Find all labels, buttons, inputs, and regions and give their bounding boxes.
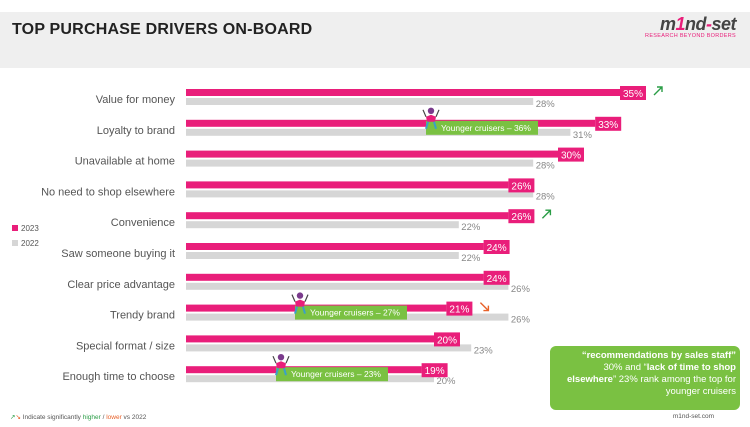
legend-label-2023: 2023 <box>21 224 39 233</box>
data-label-2023: 33% <box>598 120 618 131</box>
annotation-box <box>295 305 407 320</box>
logo-tagline: RESEARCH BEYOND BORDERS <box>645 33 736 39</box>
footnote-lower: lower <box>106 414 122 421</box>
data-label-2023-box <box>421 363 448 378</box>
annotation-label: Younger cruisers – 23% <box>291 369 381 379</box>
data-label-2023: 26% <box>511 181 531 192</box>
arrow-down-right-icon: ↘ <box>15 414 21 421</box>
arrow-up-right-icon <box>653 86 663 96</box>
data-label-2023: 19% <box>425 366 445 377</box>
data-label-2022: 22% <box>461 222 481 233</box>
bar-2023 <box>186 119 596 127</box>
logo-part: m <box>659 14 676 34</box>
callout-quote-1: “recommendations by sales staff” <box>581 350 736 361</box>
data-label-2023-box <box>446 301 473 316</box>
category-label: Value for money <box>96 94 176 106</box>
category-label: Loyalty to brand <box>97 125 175 137</box>
bar-2023 <box>186 89 620 96</box>
category-label: Special format / size <box>76 340 175 352</box>
younger-cruiser-figure-icon <box>291 292 309 314</box>
category-label: Clear price advantage <box>67 279 175 291</box>
data-label-2023: 30% <box>561 151 581 162</box>
category-label: No need to shop elsewhere <box>41 186 175 198</box>
logo-part: - <box>705 14 712 34</box>
annotation-box <box>276 367 388 382</box>
bar-2023 <box>186 150 558 158</box>
data-label-2023-box <box>483 270 510 285</box>
bar-2022 <box>186 190 534 198</box>
annotation-box <box>426 120 538 135</box>
annotation-label: Younger cruisers – 36% <box>441 123 531 133</box>
data-label-2023-box <box>558 147 584 162</box>
footnote-slash: / <box>100 414 107 421</box>
data-label-2023: 24% <box>487 243 507 254</box>
bar-2023 <box>186 273 484 281</box>
page-title: TOP PURCHASE DRIVERS ON-BOARD <box>12 21 313 38</box>
logo-part: 1 <box>675 14 685 34</box>
bar-2023 <box>186 243 484 250</box>
bar-2022 <box>186 159 534 167</box>
data-label-2023: 35% <box>623 89 643 100</box>
younger-cruiser-figure-icon <box>422 107 440 130</box>
younger-cruiser-figure-icon <box>272 354 290 376</box>
data-label-2023-box <box>434 332 460 347</box>
bar-2022 <box>186 221 459 229</box>
data-label-2023-box <box>508 178 535 193</box>
data-label-2023: 20% <box>437 335 457 346</box>
arrow-up-right-icon: ↗ <box>10 414 16 421</box>
footnote-higher: higher <box>82 414 101 421</box>
bar-2022 <box>186 128 571 136</box>
category-label: Enough time to choose <box>62 371 175 383</box>
logo-part: set <box>711 14 736 34</box>
footnote-text: Indicate significantly <box>22 414 83 421</box>
category-label: Convenience <box>111 217 175 229</box>
legend-label-2022: 2022 <box>21 239 39 248</box>
callout-box: “recommendations by sales staff” 30% and… <box>550 346 740 410</box>
category-label: Trendy brand <box>110 310 175 322</box>
callout-text: “recommendations by sales staff” 30% and… <box>566 350 736 398</box>
data-label-2023-box <box>483 240 510 254</box>
footnote: ↗↘ Indicate significantly higher / lower… <box>10 413 146 421</box>
logo-wordmark: m1nd-set <box>645 14 737 35</box>
data-label-2022: 26% <box>511 284 531 295</box>
data-label-2023: 21% <box>449 305 469 316</box>
arrow-down-right-icon <box>479 302 490 312</box>
logo: m1nd-set RESEARCH BEYOND BORDERS <box>645 14 736 39</box>
legend-swatch-2023 <box>12 225 18 231</box>
data-label-2022: 26% <box>511 315 531 326</box>
data-label-2022: 28% <box>536 191 556 202</box>
callout-text-1: 30% and “ <box>603 362 647 373</box>
bar-2022 <box>186 98 534 105</box>
bar-2023 <box>186 212 509 220</box>
bar-2022 <box>186 282 509 290</box>
logo-part: nd <box>684 14 707 34</box>
arrow-up-right-icon <box>541 209 552 219</box>
data-label-2022: 28% <box>536 161 556 172</box>
data-label-2023-box <box>595 116 622 131</box>
data-label-2022: 23% <box>474 345 494 356</box>
data-label-2023: 26% <box>511 212 531 223</box>
site-url: m1nd-set.com <box>672 413 714 420</box>
header-band <box>0 12 750 68</box>
bar-2022 <box>186 252 459 259</box>
bar-2022 <box>186 344 472 352</box>
category-label: Saw someone buying it <box>61 248 175 260</box>
annotation-label: Younger cruisers – 27% <box>310 308 400 318</box>
data-label-2023: 24% <box>487 274 507 285</box>
data-label-2023-box <box>620 86 646 100</box>
footnote-suffix: vs 2022 <box>121 414 147 421</box>
data-label-2022: 31% <box>573 130 593 141</box>
data-label-2022: 22% <box>461 253 481 264</box>
data-label-2022: 28% <box>536 99 556 110</box>
data-label-2022: 20% <box>436 376 456 387</box>
bar-2023 <box>186 335 434 343</box>
callout-quote-2: lack of time to shop elsewhere <box>567 362 736 385</box>
category-label: Unavailable at home <box>75 156 175 168</box>
data-label-2023-box <box>508 209 535 224</box>
bar-2023 <box>186 181 509 189</box>
callout-text-2: ” 23% rank among the top for younger cru… <box>612 374 736 397</box>
legend-swatch-2022 <box>12 240 18 246</box>
